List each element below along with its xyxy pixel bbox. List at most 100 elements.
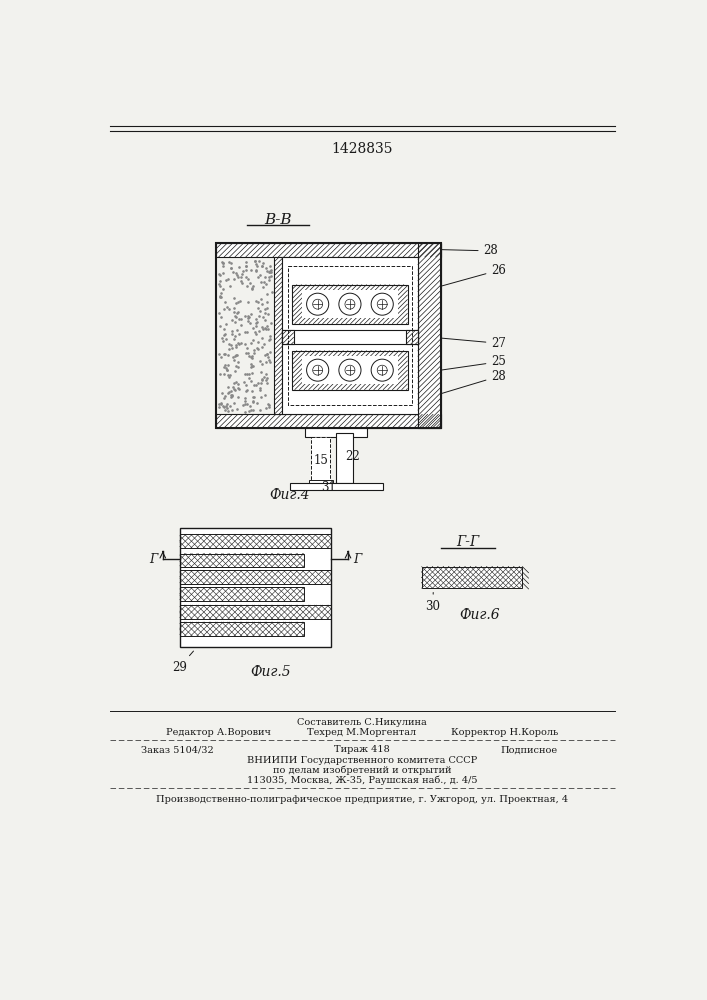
- Point: [226, 337, 237, 353]
- Point: [264, 264, 276, 280]
- Point: [241, 278, 252, 294]
- Point: [261, 346, 272, 362]
- Point: [215, 278, 226, 294]
- Point: [239, 390, 250, 406]
- Point: [247, 280, 258, 296]
- Point: [260, 321, 271, 337]
- Circle shape: [371, 359, 393, 381]
- Point: [223, 384, 234, 400]
- Circle shape: [345, 365, 355, 375]
- Point: [224, 278, 235, 294]
- Circle shape: [339, 359, 361, 381]
- Point: [243, 313, 254, 329]
- Point: [226, 402, 238, 418]
- Point: [248, 389, 259, 405]
- Point: [250, 324, 261, 340]
- Point: [238, 397, 249, 413]
- Point: [235, 317, 247, 333]
- Point: [241, 324, 252, 340]
- Point: [245, 306, 257, 322]
- Point: [219, 402, 230, 418]
- Bar: [282, 330, 418, 344]
- Point: [221, 316, 232, 332]
- Bar: [216, 414, 441, 428]
- Point: [214, 399, 225, 415]
- Point: [247, 348, 258, 364]
- Point: [226, 323, 238, 339]
- Point: [233, 380, 244, 396]
- Point: [228, 349, 239, 365]
- Point: [257, 356, 268, 372]
- Point: [230, 348, 241, 364]
- Point: [233, 354, 244, 370]
- Point: [252, 300, 263, 316]
- Bar: [274, 257, 282, 414]
- Point: [219, 294, 230, 310]
- Point: [260, 366, 271, 382]
- Point: [264, 332, 275, 348]
- Point: [230, 265, 241, 281]
- Point: [263, 352, 274, 368]
- Point: [240, 262, 252, 278]
- Point: [217, 265, 228, 281]
- Point: [248, 345, 259, 361]
- Point: [252, 294, 263, 310]
- Point: [240, 377, 252, 393]
- Point: [219, 346, 230, 362]
- Point: [240, 258, 252, 274]
- Point: [216, 330, 228, 346]
- Point: [244, 348, 255, 364]
- Point: [225, 260, 236, 276]
- Point: [214, 276, 225, 292]
- Point: [247, 358, 259, 374]
- Point: [225, 387, 236, 403]
- Point: [250, 326, 262, 342]
- Point: [256, 330, 267, 346]
- Point: [226, 388, 238, 404]
- Point: [264, 331, 276, 347]
- Bar: [418, 243, 441, 428]
- Point: [222, 403, 233, 419]
- Text: 22: 22: [346, 450, 361, 463]
- Point: [216, 289, 227, 305]
- Text: 31: 31: [321, 481, 336, 494]
- Circle shape: [307, 359, 329, 381]
- Point: [260, 305, 271, 321]
- Point: [232, 304, 243, 320]
- Point: [221, 272, 232, 288]
- Point: [247, 394, 259, 410]
- Point: [223, 341, 235, 357]
- Circle shape: [312, 365, 322, 375]
- Point: [218, 258, 229, 274]
- Point: [214, 266, 225, 282]
- Point: [252, 334, 264, 350]
- Bar: [180, 605, 331, 619]
- Point: [247, 332, 259, 348]
- Point: [263, 399, 274, 415]
- Point: [256, 372, 267, 388]
- Bar: [337, 433, 354, 483]
- Point: [227, 312, 238, 328]
- Point: [253, 253, 264, 269]
- Bar: [180, 528, 331, 647]
- Point: [221, 396, 233, 412]
- Point: [257, 321, 269, 337]
- Point: [221, 400, 233, 416]
- Point: [250, 311, 262, 327]
- Point: [263, 264, 274, 280]
- Point: [223, 254, 235, 270]
- Bar: [180, 622, 304, 636]
- Text: Фиг.5: Фиг.5: [250, 665, 291, 679]
- Point: [257, 255, 269, 271]
- Text: В-В: В-В: [264, 213, 292, 227]
- Point: [236, 269, 247, 285]
- Point: [259, 301, 271, 317]
- Point: [216, 395, 227, 411]
- Text: Г-Г: Г-Г: [457, 535, 480, 549]
- Bar: [421, 567, 522, 588]
- Point: [252, 269, 263, 285]
- Point: [264, 328, 276, 344]
- Point: [248, 342, 259, 358]
- Point: [216, 309, 227, 325]
- Point: [255, 267, 266, 283]
